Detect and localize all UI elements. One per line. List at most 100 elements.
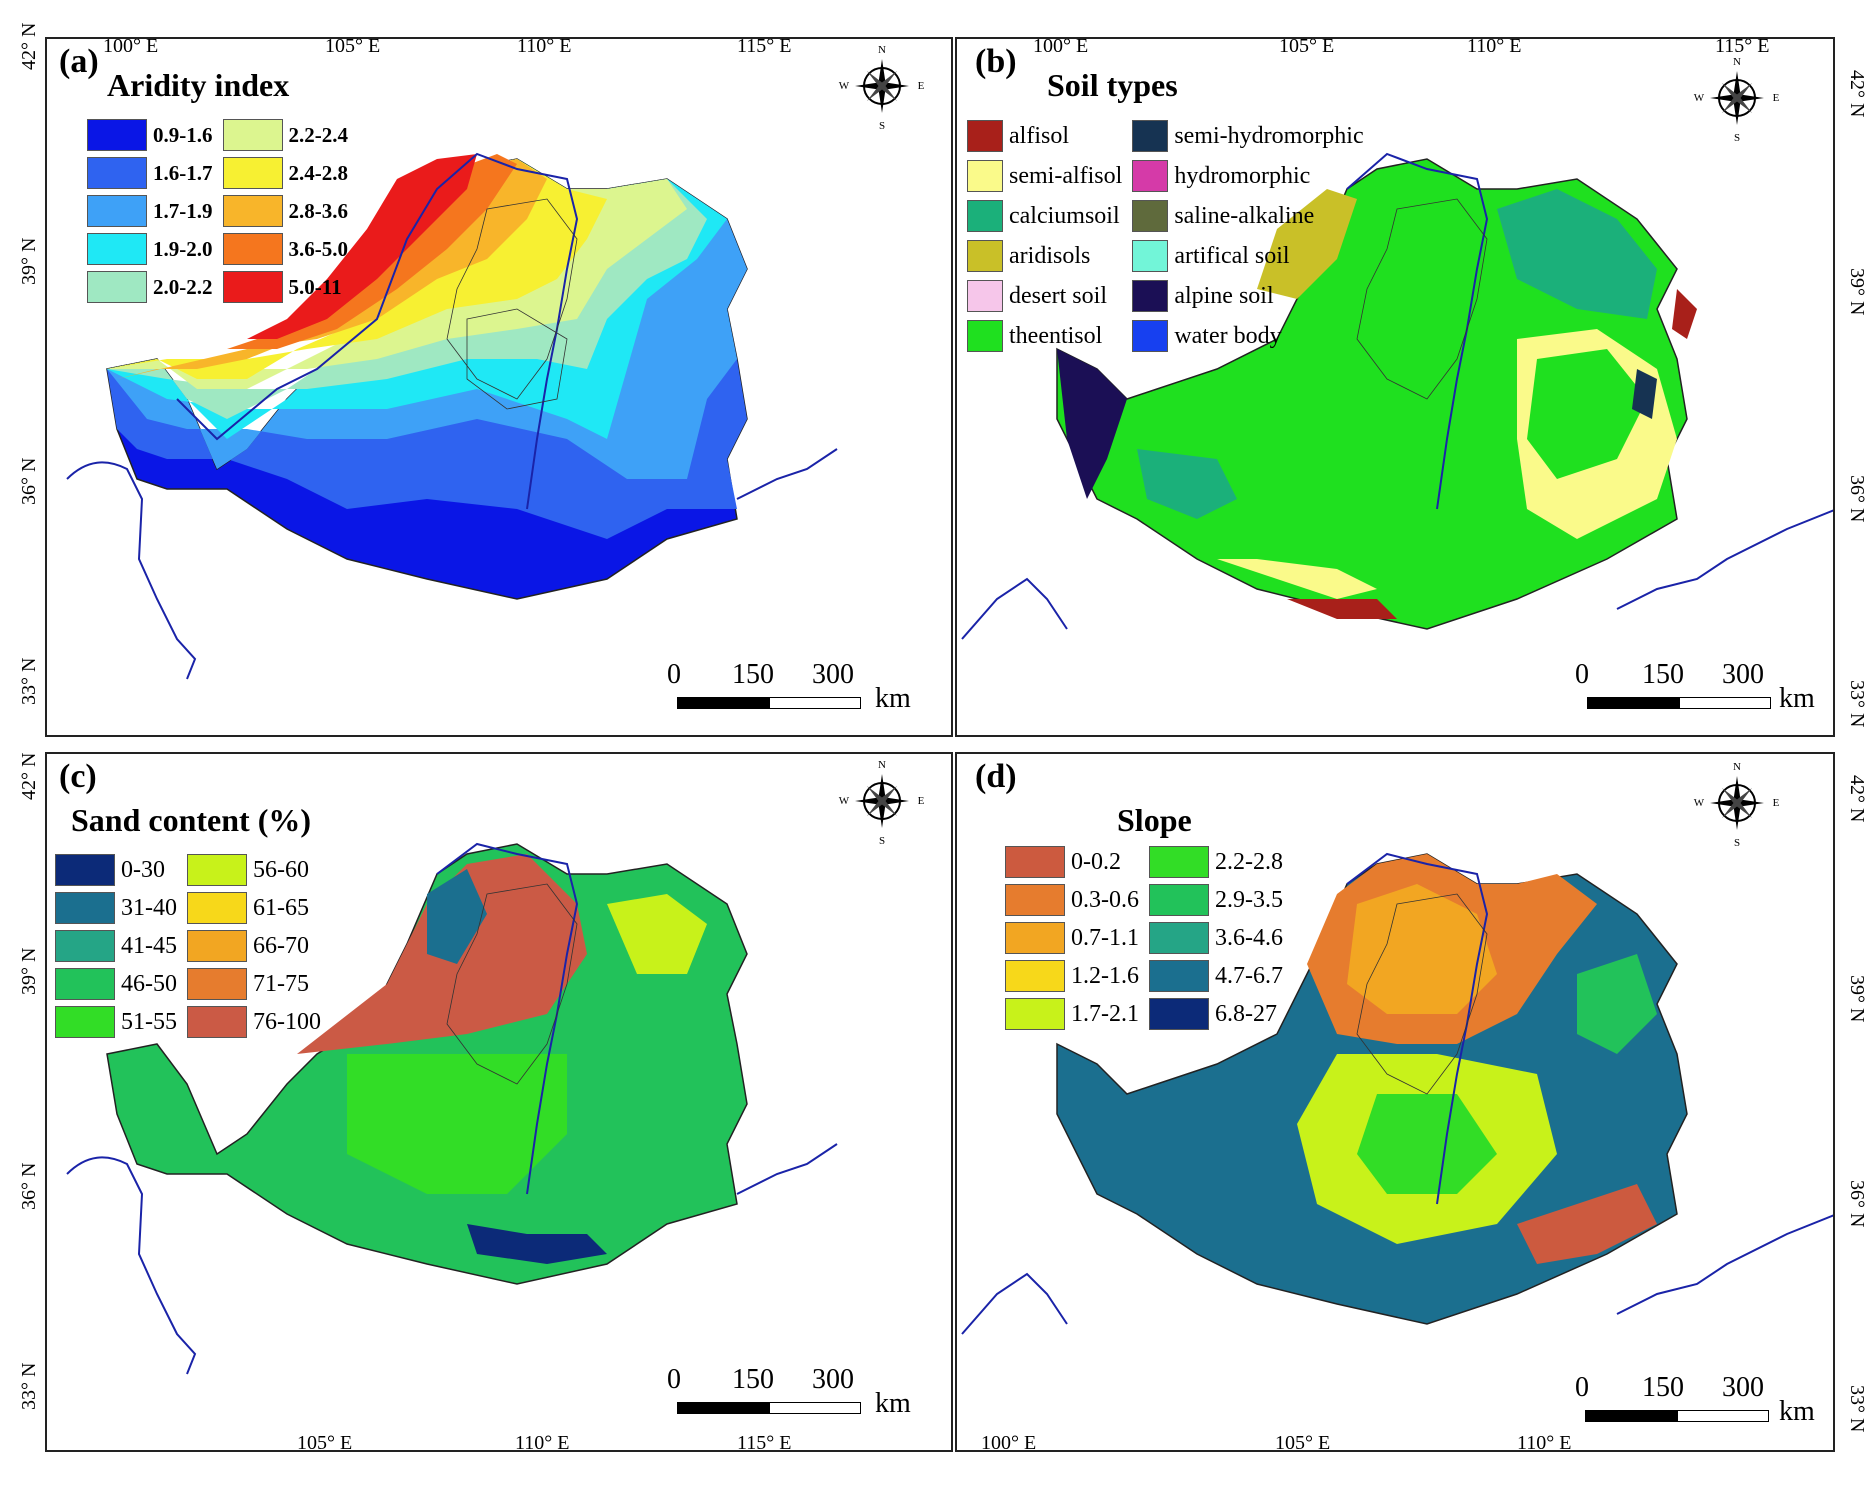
legend-label: 0-30 (121, 856, 165, 883)
legend-swatch (87, 195, 147, 227)
aridity-map-graphic (66, 152, 838, 680)
lat-tick-left: 42° N (18, 22, 40, 70)
compass-n: N (878, 44, 886, 56)
scale-zero: 0 (667, 1364, 681, 1395)
legend-swatch (222, 119, 283, 151)
legend-swatch (1132, 120, 1169, 152)
compass-e: E (1773, 92, 1780, 104)
legend-item: 0-30 (55, 854, 177, 886)
panel-d-slope-map: 100° E 105° E 110° E (d) Slope 0-0.2 0.3… (955, 752, 1835, 1452)
scale-bar-black (677, 1402, 769, 1414)
legend-slope: 0-0.2 0.3-0.6 0.7-1.1 1.2-1.6 1.7-2.1 2.… (1005, 846, 1283, 1030)
scale-mid: 150 (1642, 1372, 1684, 1403)
legend-swatch (222, 233, 283, 265)
slope-map-graphic (961, 852, 1833, 1335)
legend-item: 2.8-3.6 (222, 195, 348, 227)
lon-tick-top: 110° E (517, 37, 572, 57)
legend-swatch (967, 320, 1003, 352)
legend-swatch (187, 892, 247, 924)
lat-tick-right: 36° N (1846, 475, 1868, 523)
panel-a-aridity-map: 100° E 105° E 110° E 115° E (a) Aridity … (45, 37, 953, 737)
sand-map-graphic (66, 842, 838, 1375)
legend-title-slope: Slope (1117, 802, 1192, 838)
legend-item: 71-75 (187, 968, 321, 1000)
scale-bar-black (1587, 697, 1679, 709)
lat-tick-right: 33° N (1846, 1385, 1868, 1433)
legend-item: 1.7-2.1 (1005, 998, 1139, 1030)
compass-rose-icon: N S E W (1694, 761, 1780, 848)
compass-e: E (1773, 797, 1780, 809)
compass-w: W (839, 795, 850, 807)
legend-label: 41-45 (121, 932, 177, 959)
legend-swatch (55, 930, 115, 962)
legend-label: alfisol (1009, 122, 1069, 149)
legend-swatch (87, 271, 147, 303)
legend-swatch (187, 968, 247, 1000)
legend-item: semi-alfisol (967, 159, 1122, 193)
legend-swatch (967, 200, 1003, 232)
compass-rose-icon: N S E W (1694, 56, 1780, 143)
legend-item: 66-70 (187, 930, 321, 962)
scale-zero: 0 (667, 659, 681, 690)
scale-bar-black (677, 697, 769, 709)
legend-swatch (1005, 998, 1065, 1030)
scale-unit: km (1779, 1396, 1815, 1427)
legend-swatch (222, 271, 283, 303)
scale-zero: 0 (1575, 659, 1589, 690)
panel-c-sand-map: 105° E 110° E 115° E (c) Sand content (%… (45, 752, 953, 1452)
compass-w: W (1694, 797, 1705, 809)
compass-e: E (918, 795, 925, 807)
legend-item: 0.3-0.6 (1005, 884, 1139, 916)
legend-swatch (187, 1006, 247, 1038)
legend-label: hydromorphic (1174, 162, 1311, 189)
compass-s: S (1734, 837, 1740, 848)
scale-bar-white (769, 1402, 861, 1414)
legend-swatch (1005, 846, 1065, 878)
legend-item: theentisol (967, 319, 1122, 353)
legend-label: 3.6-4.6 (1215, 924, 1283, 951)
legend-swatch (967, 120, 1003, 152)
scale-mid: 150 (1642, 659, 1684, 690)
scale-zero: 0 (1575, 1372, 1589, 1403)
scale-max: 300 (812, 659, 854, 690)
legend-label: 1.2-1.6 (1071, 962, 1139, 989)
compass-n: N (878, 759, 886, 771)
scale-unit: km (875, 1388, 911, 1419)
lat-tick-left: 36° N (18, 1162, 40, 1210)
legend-swatch (55, 968, 115, 1000)
lat-tick-right: 33° N (1846, 680, 1868, 728)
scale-mid: 150 (732, 659, 774, 690)
legend-label: 51-55 (121, 1008, 177, 1035)
scale-unit: km (875, 683, 911, 714)
legend-swatch (55, 1006, 115, 1038)
lat-tick-left: 33° N (18, 657, 40, 705)
legend-swatch (87, 119, 147, 151)
legend-label: semi-hydromorphic (1174, 122, 1364, 149)
compass-e: E (918, 80, 925, 92)
legend-item: artifical soil (1132, 239, 1363, 273)
legend-item: 41-45 (55, 930, 177, 962)
legend-item: 0.7-1.1 (1005, 922, 1139, 954)
legend-swatch (1149, 846, 1209, 878)
panel-label-d: (d) (975, 758, 1017, 795)
legend-swatch (222, 157, 283, 189)
legend-swatch (1149, 884, 1209, 916)
legend-item: 4.7-6.7 (1149, 960, 1283, 992)
legend-swatch (1005, 960, 1065, 992)
legend-item: calciumsoil (967, 199, 1122, 233)
legend-swatch (1132, 320, 1169, 352)
lon-tick-top: 115° E (737, 37, 792, 57)
legend-label: saline-alkaline (1174, 202, 1315, 229)
legend-label: 76-100 (253, 1008, 321, 1035)
legend-label: 61-65 (253, 894, 309, 921)
lon-tick-bottom: 105° E (297, 1432, 353, 1452)
lat-tick-left: 36° N (18, 457, 40, 505)
legend-item: 1.7-1.9 (87, 195, 213, 227)
lat-tick-right: 39° N (1846, 975, 1868, 1023)
lon-tick-top: 100° E (1033, 37, 1089, 57)
compass-w: W (1694, 92, 1705, 104)
lon-tick-top: 115° E (1715, 37, 1770, 57)
legend-soil: alfisol semi-alfisol calciumsoil aridiso… (967, 119, 1364, 353)
legend-label: 71-75 (253, 970, 309, 997)
compass-n: N (1733, 56, 1741, 68)
